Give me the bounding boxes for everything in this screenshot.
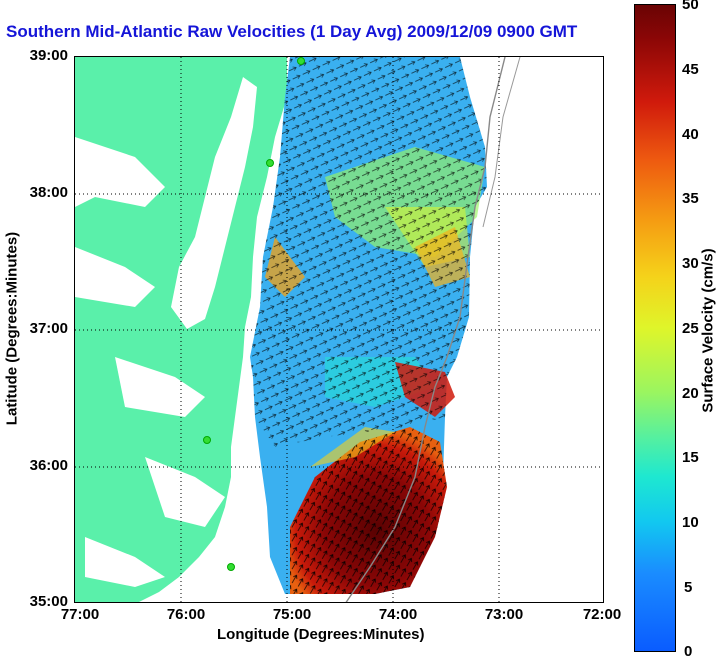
station-marker bbox=[203, 436, 211, 444]
colorbar-tick: 45 bbox=[682, 61, 699, 78]
chesapeake-bay bbox=[171, 77, 257, 329]
y-tick: 39:00 bbox=[29, 47, 68, 64]
grid-lines bbox=[75, 57, 603, 602]
x-tick: 76:00 bbox=[166, 606, 206, 623]
x-tick: 73:00 bbox=[484, 606, 524, 623]
y-tick: 37:00 bbox=[29, 320, 68, 337]
colorbar-tick: 0 bbox=[684, 643, 693, 660]
colorbar bbox=[634, 4, 676, 652]
colorbar-tick: 5 bbox=[684, 579, 693, 596]
y-tick: 35:00 bbox=[29, 593, 68, 610]
colorbar-tick: 20 bbox=[682, 385, 699, 402]
station-marker bbox=[227, 563, 235, 571]
x-tick: 77:00 bbox=[60, 606, 100, 623]
colorbar-tick: 40 bbox=[682, 126, 699, 143]
velocity-map bbox=[75, 57, 603, 602]
x-axis-label: Longitude (Degrees:Minutes) bbox=[217, 626, 425, 643]
colorbar-tick: 10 bbox=[682, 514, 699, 531]
colorbar-label: Surface Velocity (cm/s) bbox=[699, 248, 717, 413]
x-tick: 74:00 bbox=[378, 606, 418, 623]
y-tick: 38:00 bbox=[29, 184, 68, 201]
colorbar-tick: 50 bbox=[682, 0, 699, 13]
colorbar-tick: 30 bbox=[682, 255, 699, 272]
x-tick: 72:00 bbox=[582, 606, 622, 623]
x-tick: 75:00 bbox=[272, 606, 312, 623]
colorbar-tick: 15 bbox=[682, 449, 699, 466]
station-marker bbox=[266, 159, 274, 167]
station-marker bbox=[297, 57, 305, 65]
map-title: Southern Mid-Atlantic Raw Velocities (1 … bbox=[6, 22, 578, 41]
y-axis-label: Latitude (Degrees:Minutes) bbox=[3, 231, 21, 426]
colorbar-tick: 35 bbox=[682, 190, 699, 207]
bathymetry-contour bbox=[345, 57, 506, 602]
colorbar-tick: 25 bbox=[682, 320, 699, 337]
map-plot-area bbox=[74, 56, 604, 603]
y-tick: 36:00 bbox=[29, 457, 68, 474]
